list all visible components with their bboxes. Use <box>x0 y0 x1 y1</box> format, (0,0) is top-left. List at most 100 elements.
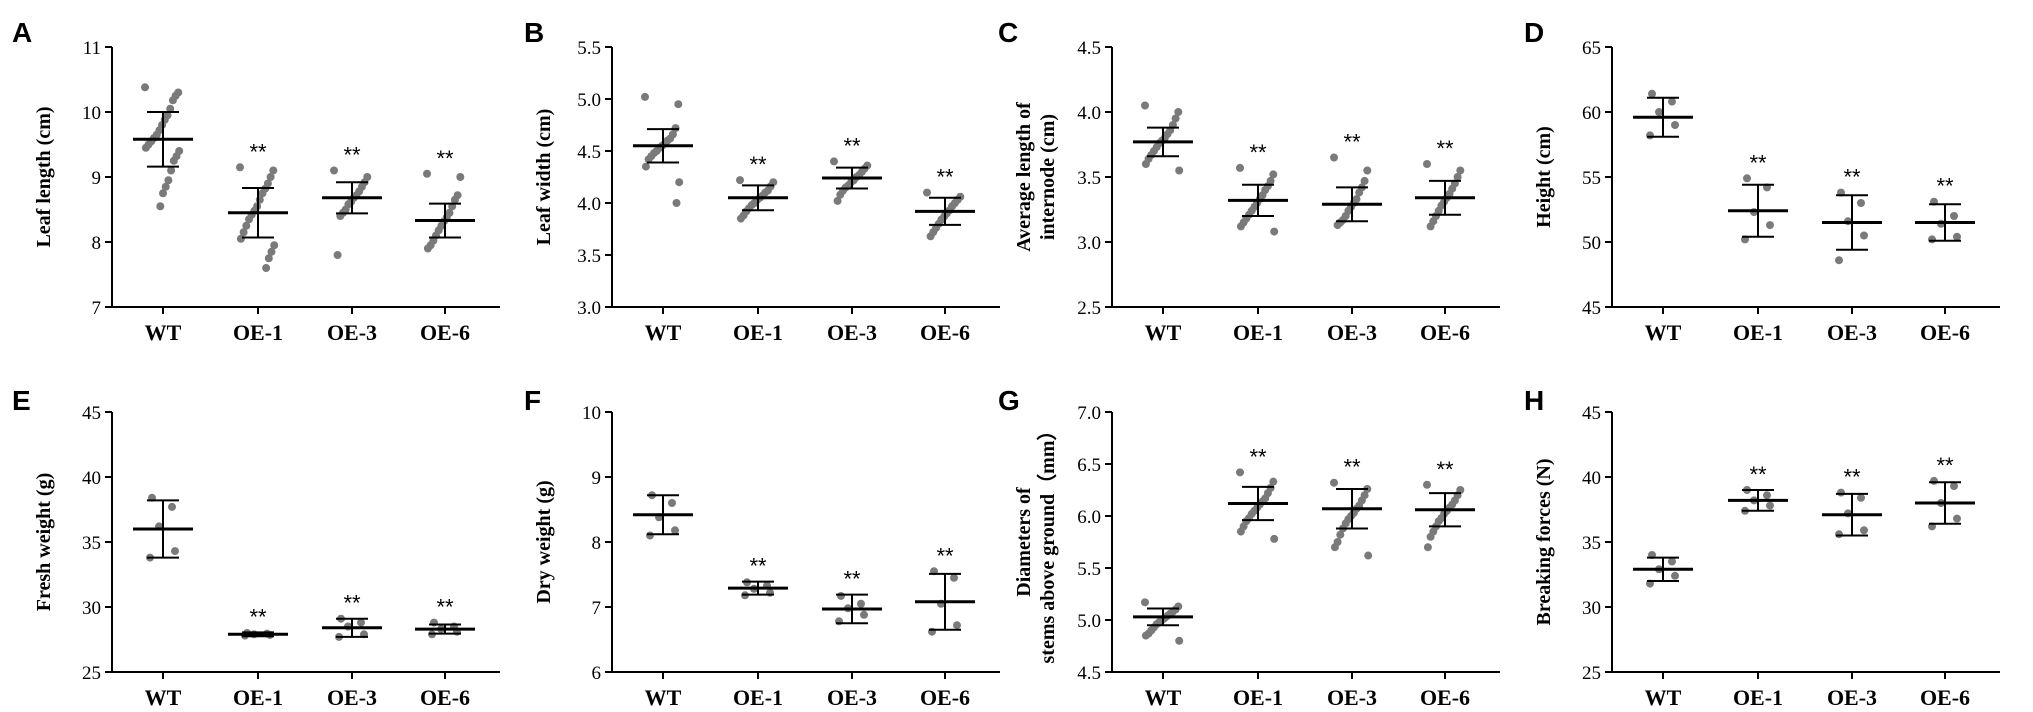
panel-g-data-point <box>1175 636 1184 645</box>
panel-h-ytick-label: 45 <box>1582 403 1601 424</box>
panel-d-data-point <box>1668 97 1676 106</box>
panel-a-data-point <box>168 96 177 105</box>
panel-c-data-point <box>1453 173 1462 181</box>
panel-f-ytick-label: 8 <box>592 533 602 554</box>
panel-a-data-point <box>270 241 279 250</box>
panel-b-significance: ** <box>936 165 954 190</box>
panel-d-letter: D <box>1524 17 1544 48</box>
panel-c-ytick-label: 3.5 <box>1077 168 1101 189</box>
panel-b-data-point <box>833 196 842 205</box>
panel-b-data-point <box>830 157 838 166</box>
panel-a-data-point <box>156 202 165 211</box>
panel-b-data-point <box>644 155 653 164</box>
panel-e-data-point <box>357 618 365 627</box>
panel-b-significance: ** <box>843 133 861 158</box>
panel-g-ytick-label: 4.5 <box>1077 663 1101 684</box>
panel-d-ytick-label: 55 <box>1582 168 1601 189</box>
panel-c-ytick-label: 4.0 <box>1077 103 1101 124</box>
panel-g-data-point <box>1141 631 1150 640</box>
panel-b-xtick-label: OE-1 <box>733 320 783 345</box>
panel-c-data-point <box>1236 163 1244 172</box>
panel-h-xtick-label: OE-3 <box>1827 685 1877 710</box>
panel-c-ylabel: internode (cm) <box>1037 114 1059 240</box>
panel-h-data-point <box>1953 514 1961 523</box>
panel-a-data-point <box>236 234 245 243</box>
panel-g-data-point <box>1330 478 1338 487</box>
panel-f-data-point <box>668 499 676 507</box>
panel-b-data-point <box>926 232 935 241</box>
panel-g-data-point <box>1426 532 1435 541</box>
panel-f-significance: ** <box>936 543 954 568</box>
panel-g-ytick-label: 6.5 <box>1077 455 1101 476</box>
panel-b-ytick-label: 3.0 <box>577 298 601 319</box>
panel-d: D 45 50 55 60 65 Height (cm) WT OE-1 ** OE-3 ** OE-6… <box>1524 17 2000 345</box>
panel-a: A 7 8 9 10 11 Leaf length (cm) WT OE-1 ** OE-3 ** OE… <box>12 17 500 345</box>
panel-a-xtick-label: OE-1 <box>233 320 283 345</box>
panel-d-data-point <box>1953 232 1961 241</box>
panel-c-xtick-label: WT <box>1145 320 1182 345</box>
panel-g-data-point <box>1141 598 1149 607</box>
panel-h-data-point <box>1950 482 1958 491</box>
panel-d-significance: ** <box>1749 150 1767 175</box>
panel-a-data-point <box>242 221 251 230</box>
panel-a-data-point <box>167 166 176 175</box>
panel-g-ylabel: Diameters of <box>1013 487 1035 597</box>
panel-d-ytick-label: 45 <box>1582 298 1601 319</box>
panel-f-data-point <box>837 591 845 600</box>
panel-a-xtick-label: WT <box>145 320 182 345</box>
panel-f-data-point <box>646 531 654 540</box>
panel-a-data-point <box>267 247 276 256</box>
panel-g-ylabel: stems above ground（mm） <box>1036 421 1059 664</box>
panel-h-data-point <box>1837 488 1845 497</box>
panel-b-data-point <box>736 214 745 223</box>
panel-e-ytick-label: 30 <box>82 598 101 619</box>
panel-d-data-point <box>1766 221 1774 230</box>
panel-b-ytick-label: 5.0 <box>577 90 601 111</box>
panel-d-ytick-label: 65 <box>1582 38 1601 59</box>
panel-g-data-point <box>1330 543 1339 552</box>
panel-h-xtick-label: OE-6 <box>1920 685 1970 710</box>
panel-h-ytick-label: 30 <box>1582 598 1601 619</box>
panel-a-data-point <box>258 189 267 198</box>
panel-e-ytick-label: 35 <box>82 533 101 554</box>
panel-c-data-point <box>1423 160 1431 168</box>
panel-h-data-point <box>1835 530 1843 539</box>
panel-c-ytick-label: 4.5 <box>1077 38 1101 59</box>
panel-b-data-point <box>674 100 683 109</box>
panel-g-xtick-label: OE-6 <box>1420 685 1470 710</box>
panel-b: B 3.0 3.5 4.0 4.5 5.0 5.5 Leaf width (cm) WT OE-1… <box>524 17 1000 345</box>
panel-g-ytick-label: 5.5 <box>1077 559 1101 580</box>
panel-a-data-point <box>245 215 253 224</box>
panel-e-ylabel: Fresh weight (g) <box>33 473 55 612</box>
panel-c-data-point <box>1141 160 1150 168</box>
panel-d-data-point <box>1743 174 1751 183</box>
panel-g-xtick-label: OE-1 <box>1233 685 1283 710</box>
panel-c-data-point <box>1171 114 1180 123</box>
panel-g-data-point <box>1423 543 1432 552</box>
panel-c-significance: ** <box>1436 136 1454 161</box>
panel-d-significance: ** <box>1936 174 1954 199</box>
panel-f-data-point <box>953 621 961 630</box>
panel-b-ylabel: Leaf width (cm) <box>533 109 555 246</box>
panel-a-data-point <box>266 173 275 181</box>
panel-e-xtick-label: OE-1 <box>233 685 283 710</box>
panel-c-data-point <box>1333 221 1342 230</box>
panel-f-significance: ** <box>749 554 767 579</box>
panel-e-letter: E <box>12 385 31 416</box>
panel-e-significance: ** <box>436 595 454 620</box>
panel-h-letter: H <box>1524 385 1544 416</box>
panel-a-ytick-label: 8 <box>92 233 102 254</box>
panel-h-significance: ** <box>1749 462 1767 487</box>
panel-g-significance: ** <box>1249 444 1267 469</box>
panel-c-significance: ** <box>1249 140 1267 165</box>
panel-b-significance: ** <box>749 152 767 177</box>
panel-f-ytick-label: 9 <box>592 468 602 489</box>
panel-c-significance: ** <box>1343 130 1361 155</box>
panel-h-data-point <box>1766 501 1774 510</box>
panel-a-ytick-label: 9 <box>92 168 102 189</box>
panel-h-ytick-label: 35 <box>1582 533 1601 554</box>
panel-f-xtick-label: OE-6 <box>920 685 970 710</box>
panel-a-data-point <box>169 156 178 165</box>
panel-a-data-point <box>423 244 432 253</box>
panel-c-data-point <box>1456 166 1465 175</box>
